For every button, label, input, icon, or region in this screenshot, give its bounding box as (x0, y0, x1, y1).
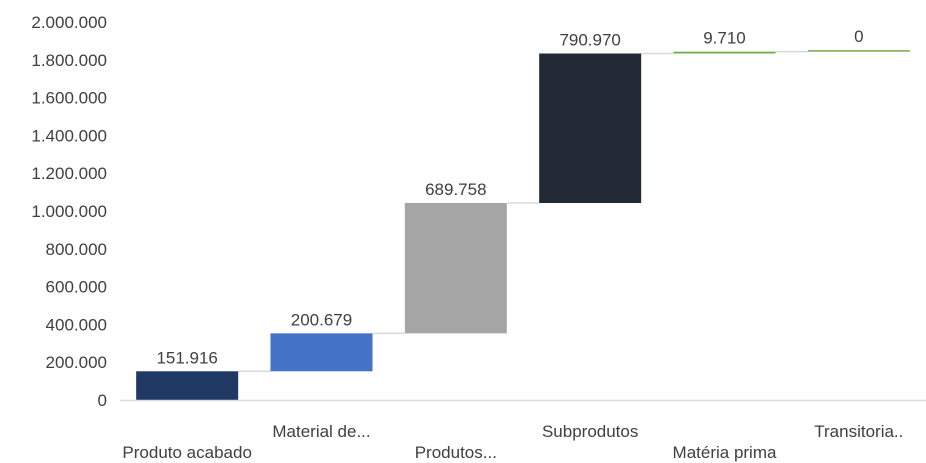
data-label-3: 689.758 (425, 180, 486, 199)
y-axis: 0 200.000 400.000 600.000 800.000 1.000.000 1.… (31, 13, 107, 410)
x-category-label: Subprodutos (542, 422, 638, 441)
bar-5 (673, 51, 776, 54)
data-label-1: 151.916 (156, 348, 217, 367)
bar-3 (404, 202, 507, 334)
y-tick-label: 1.000.000 (31, 202, 107, 221)
data-label-6: 0 (854, 27, 863, 46)
y-tick-label: 1.800.000 (31, 51, 107, 70)
y-tick-label: 0 (98, 391, 107, 410)
x-category-label: Produtos... (415, 443, 497, 462)
y-tick-label: 1.200.000 (31, 164, 107, 183)
bar-4 (539, 53, 642, 203)
y-tick-label: 2.000.000 (31, 13, 107, 32)
y-tick-label: 200.000 (46, 353, 107, 372)
y-tick-label: 1.400.000 (31, 126, 107, 145)
data-labels: 151.916 200.679 689.758 790.970 9.710 0 (156, 27, 863, 367)
connector-lines (238, 50, 808, 373)
data-label-5: 9.710 (703, 29, 746, 48)
y-tick-label: 800.000 (46, 240, 107, 259)
y-tick-label: 400.000 (46, 315, 107, 334)
y-tick-label: 1.600.000 (31, 89, 107, 108)
y-tick-label: 600.000 (46, 278, 107, 297)
x-category-label: Transitoria.. (814, 422, 903, 441)
x-category-label: Matéria prima (673, 443, 777, 462)
x-category-label: Produto acabado (122, 443, 252, 462)
data-label-4: 790.970 (559, 31, 620, 50)
bar-6 (807, 50, 910, 52)
x-axis: Produto acabado Material de... Produtos...… (122, 422, 903, 462)
x-category-label: Material de... (272, 422, 370, 441)
bar-2 (270, 333, 373, 372)
data-label-2: 200.679 (291, 310, 352, 329)
bars (136, 50, 910, 400)
bar-1 (136, 371, 239, 400)
